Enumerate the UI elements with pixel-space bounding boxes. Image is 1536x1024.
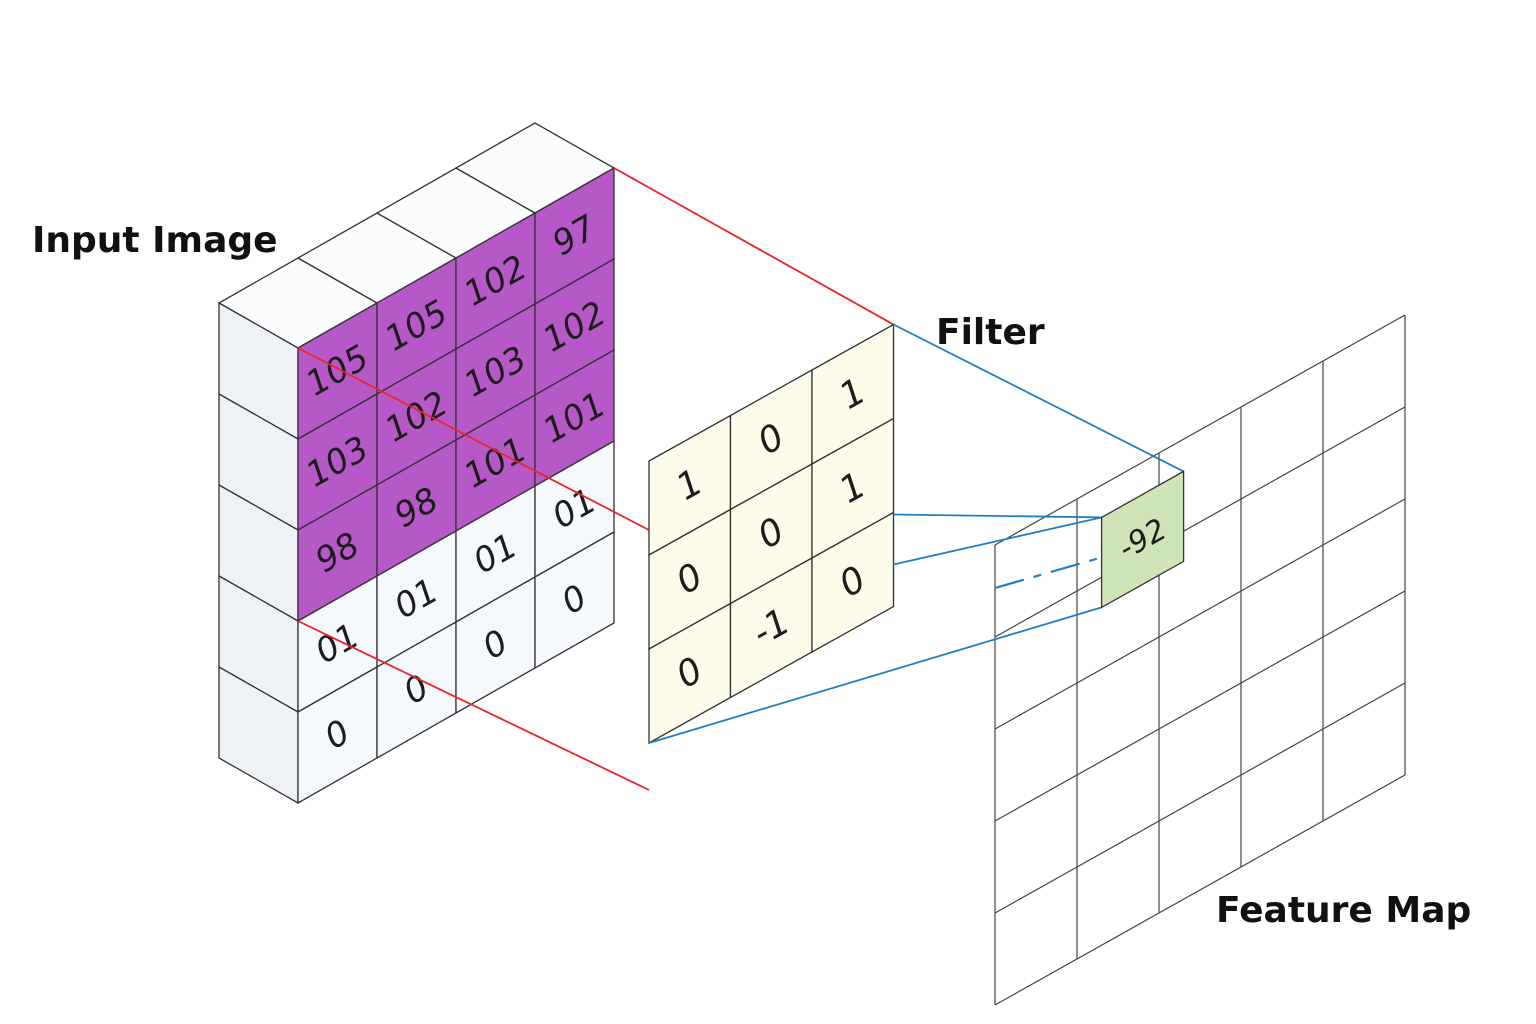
feature-map-gridline (994, 314, 1406, 546)
projection-line (648, 606, 1102, 744)
filter-cell (811, 511, 895, 654)
projection-line-dashed (994, 556, 1102, 590)
result-cell (1100, 470, 1185, 609)
feature-map-gridline (994, 498, 1406, 730)
feature-map-gridline (994, 774, 1406, 1006)
input-image-side-face (218, 301, 299, 805)
feature-map-gridline (994, 406, 1406, 638)
receptive-field-line (297, 347, 650, 531)
feature-map-grid (994, 314, 1406, 1006)
projection-lines (648, 323, 1185, 744)
receptive-field-line (297, 620, 650, 791)
feature-map-result-cell: -92 (1100, 470, 1185, 609)
feature-map-label: Feature Map (1216, 890, 1471, 931)
projection-line (893, 516, 1102, 566)
receptive-field-line (613, 167, 894, 326)
projection-line (893, 323, 1185, 473)
feature-map-gridline (994, 590, 1406, 822)
feature-map-gridline (994, 682, 1406, 914)
receptive-field-lines (297, 167, 894, 791)
input-image-front-face: 1051051029710310210310298981011010101010… (297, 166, 615, 805)
filter-label: Filter (936, 312, 1045, 353)
input-image-label: Input Image (32, 220, 278, 261)
input-cell (534, 530, 615, 670)
projection-line (893, 513, 1102, 519)
